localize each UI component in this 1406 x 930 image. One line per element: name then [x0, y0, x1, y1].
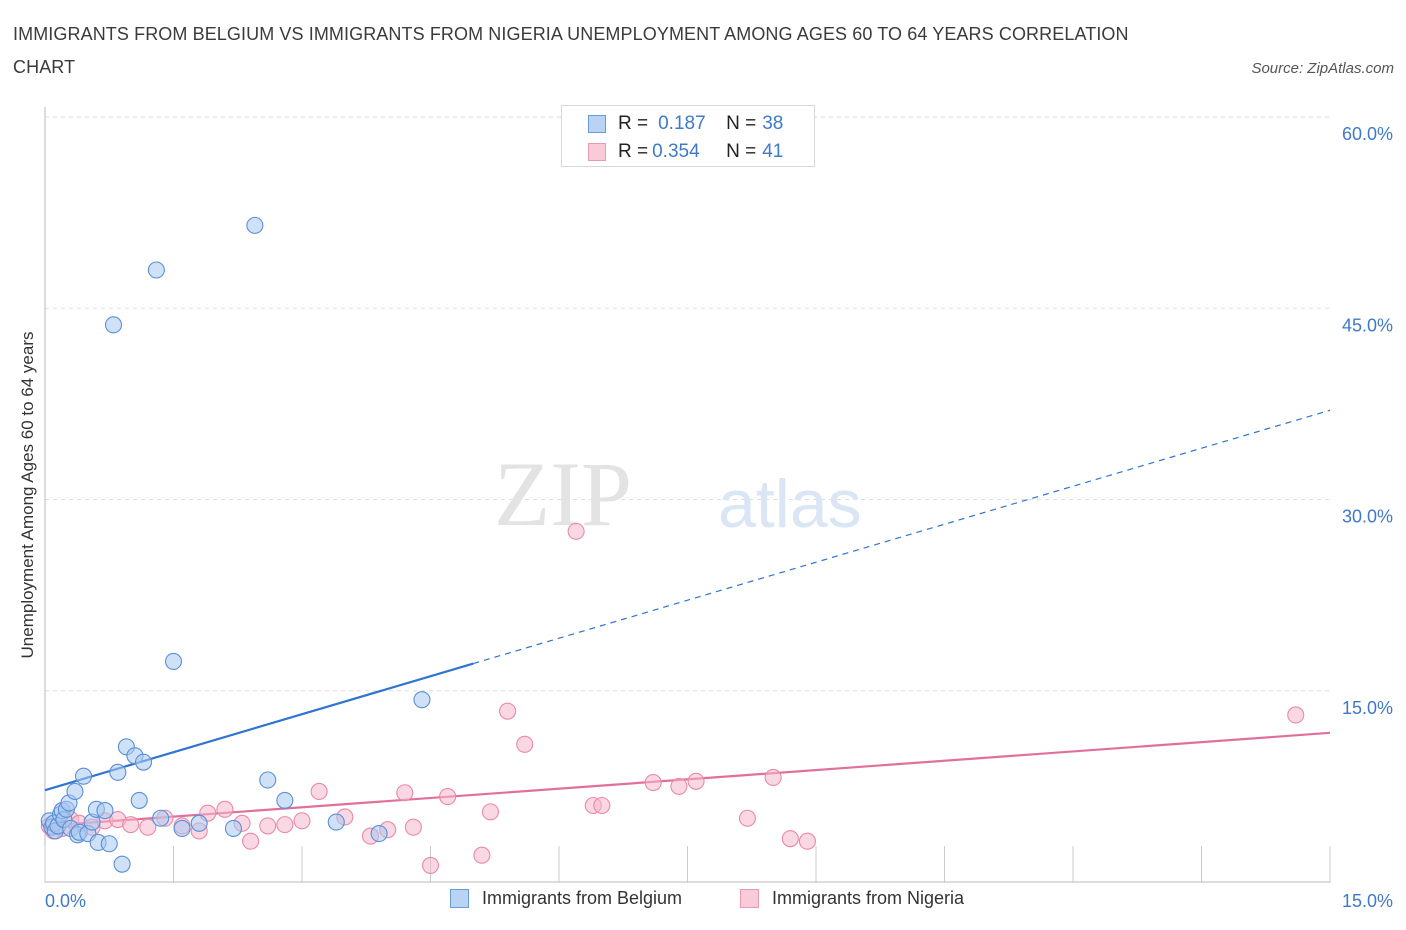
series-legend: Immigrants from Belgium Immigrants from …: [0, 888, 1406, 916]
belgium-swatch: [588, 115, 606, 133]
point-nigeria: [276, 816, 294, 834]
legend-label-nigeria: Immigrants from Nigeria: [772, 888, 965, 908]
point-nigeria: [259, 817, 277, 835]
x-tick-label: 0.0%: [45, 891, 86, 911]
nigeria-swatch: [588, 143, 606, 161]
y-tick-label: 15.0%: [1342, 698, 1393, 718]
point-nigeria: [421, 856, 440, 874]
point-belgium: [246, 216, 264, 234]
point-nigeria: [473, 846, 491, 864]
r-label: R =: [618, 113, 649, 134]
point-nigeria: [781, 830, 799, 848]
data-points: [40, 216, 1305, 874]
point-belgium: [190, 814, 208, 832]
point-nigeria: [670, 777, 688, 795]
point-belgium: [104, 316, 123, 334]
point-nigeria: [404, 818, 422, 836]
point-belgium: [147, 261, 165, 279]
point-belgium: [100, 835, 118, 853]
point-belgium: [66, 782, 84, 801]
watermark-atlas: atlas: [718, 466, 862, 542]
point-nigeria: [139, 818, 157, 836]
tick-labels: 15.0% 30.0% 45.0% 60.0% 0.0% 15.0%: [45, 124, 1393, 911]
r-label: R =: [618, 141, 649, 162]
trend-line-nigeria: [44, 731, 1331, 827]
point-belgium: [164, 652, 183, 670]
r-value: 0.354: [652, 141, 700, 162]
r-value: 0.187: [658, 113, 706, 134]
point-nigeria: [439, 788, 457, 806]
axes: [44, 107, 1331, 883]
legend-item-nigeria: Immigrants from Nigeria: [740, 888, 964, 909]
belgium-swatch: [450, 889, 469, 908]
point-nigeria: [216, 800, 234, 818]
point-nigeria: [567, 522, 585, 540]
point-nigeria: [122, 816, 140, 834]
point-belgium: [109, 763, 127, 781]
x-tick-label: 15.0%: [1342, 891, 1393, 911]
point-belgium: [75, 767, 93, 785]
point-nigeria: [499, 702, 517, 720]
n-value: 41: [762, 141, 784, 162]
watermark-zip: ZIP: [494, 443, 632, 545]
chart-title: IMMIGRANTS FROM BELGIUM VS IMMIGRANTS FR…: [13, 24, 1129, 77]
point-belgium: [152, 809, 170, 827]
point-belgium: [370, 824, 388, 843]
n-label: N =: [726, 113, 757, 134]
point-belgium: [173, 819, 191, 838]
point-nigeria: [687, 772, 705, 790]
point-nigeria: [593, 796, 611, 815]
chart-source: Source: ZipAtlas.com: [1251, 60, 1394, 77]
y-tick-label: 45.0%: [1342, 315, 1393, 335]
trend-line-belgium-projection: [473, 409, 1331, 665]
point-belgium: [130, 791, 148, 809]
point-nigeria: [293, 812, 311, 830]
point-nigeria: [1287, 706, 1305, 724]
legend-row-nigeria: R = 0.354 N = 41: [562, 139, 783, 165]
n-label: N =: [726, 141, 757, 162]
point-nigeria: [738, 809, 757, 827]
nigeria-swatch: [740, 889, 759, 908]
point-nigeria: [310, 782, 328, 801]
point-nigeria: [481, 803, 500, 821]
grid-lines: [45, 116, 1330, 692]
point-belgium: [413, 691, 431, 709]
point-nigeria: [764, 768, 782, 787]
n-value: 38: [762, 113, 784, 134]
point-nigeria: [798, 832, 816, 850]
point-belgium: [259, 771, 277, 789]
point-nigeria: [516, 735, 534, 753]
correlation-legend: R = 0.187 N = 38 R = 0.354 N = 41: [561, 105, 815, 167]
point-nigeria: [396, 784, 414, 802]
legend-label-belgium: Immigrants from Belgium: [482, 888, 683, 908]
y-tick-label: 60.0%: [1342, 124, 1393, 144]
trend-line-belgium: [44, 662, 474, 792]
point-belgium: [327, 813, 345, 831]
point-belgium: [224, 819, 243, 838]
point-belgium: [134, 753, 153, 771]
legend-row-belgium: R = 0.187 N = 38: [562, 111, 783, 137]
watermark: ZIP atlas: [494, 443, 862, 545]
point-belgium: [96, 802, 114, 820]
legend-item-belgium: Immigrants from Belgium: [450, 888, 682, 909]
y-tick-label: 30.0%: [1342, 507, 1393, 527]
point-belgium: [276, 791, 294, 809]
point-nigeria: [242, 832, 260, 850]
point-nigeria: [644, 773, 662, 792]
point-belgium: [113, 855, 131, 873]
trend-lines: [44, 409, 1331, 827]
